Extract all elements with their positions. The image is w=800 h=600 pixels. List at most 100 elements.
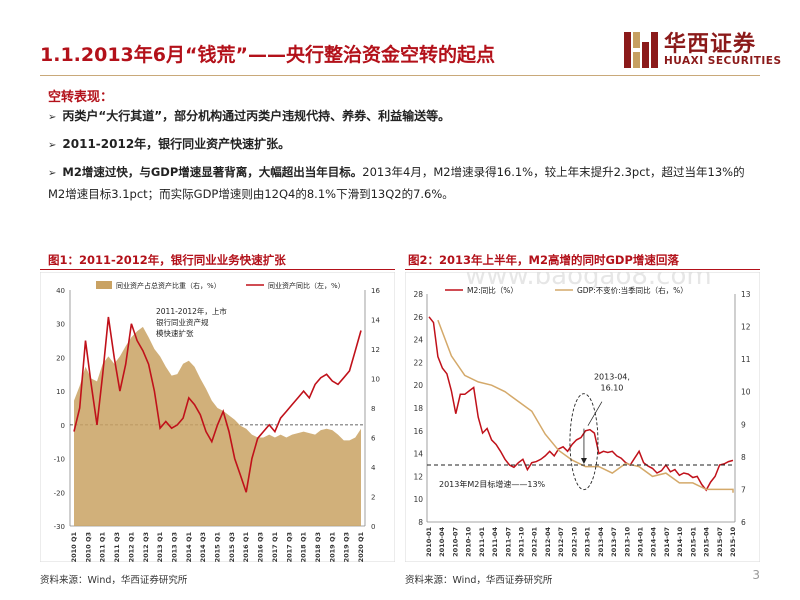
y-left-tick-label: 10 [56,388,65,396]
y-left-tick-label: 8 [418,518,423,527]
watermark-text: www.baogao8.com [465,272,712,291]
peak-annotation: 2013-04, 16.10 [594,373,630,393]
x-tick-label: 2018 Q3 [314,532,322,562]
x-tick-label: 2011 Q1 [99,532,107,562]
y-left-tick-label: 18 [413,404,423,413]
x-tick-label: 2015-04 [703,527,711,557]
y-left-tick-label: 16 [413,427,423,436]
chart1-title-rule [40,269,395,270]
x-tick-label: 2011-07 [504,527,512,557]
highlight-ellipse [569,393,599,491]
bullet-strong-text: 丙类户“大行其道”，部分机构通过丙类户违规代持、养券、利益输送等。 [62,109,451,123]
y-left-tick-label: 0 [61,422,65,430]
y-right-tick-label: 2 [371,494,375,502]
legend-swatch-area [96,281,112,289]
chart2-title: 图2：2013年上半年，M2高增的同时GDP增速回落 [408,253,679,267]
y-left-tick-label: -20 [54,489,65,497]
y-right-tick-label: 0 [371,523,375,531]
y-right-tick-label: 12 [371,346,380,354]
huaxi-logo-icon [624,32,658,68]
bullet-strong-text: M2增速过快，与GDP增速显著背离，大幅超出当年目标。 [62,165,363,179]
y-right-tick-label: 7 [741,485,746,494]
x-tick-label: 2014-04 [650,527,658,557]
y-left-tick-label: 20 [56,354,65,362]
x-tick-label: 2013-04 [597,527,605,557]
x-tick-label: 2011-10 [518,527,526,557]
chart2-figure: www.baogao8.com 8 10 12 14 16 18 20 22 24 26 28 6 7 8 9… [405,272,760,562]
x-tick-label: 2013 Q1 [156,532,164,562]
section-label: 空转表现： [48,90,114,105]
x-tick-label: 2012-07 [557,527,565,557]
x-tick-label: 2010 Q1 [70,532,78,562]
y-right-tick-label: 8 [371,405,375,413]
y-left-tick-label: -30 [54,523,65,531]
y-right-tick-label: 9 [741,420,746,429]
x-tick-label: 2012-01 [531,527,539,557]
x-tick-label: 2011-04 [491,527,499,557]
y-right-tick-label: 16 [371,287,380,295]
y-left-tick-label: -10 [54,456,65,464]
y-left-tick-label: 14 [413,450,423,459]
bullet-strong-text: 2011-2012年，银行同业资产快速扩张。 [62,137,291,151]
y-right-tick-label: 6 [371,435,376,443]
x-tick-label: 2014-10 [676,527,684,557]
legend-label: GDP:不变价:当季同比（右，%） [577,285,688,295]
bullet-arrow-icon: ➢ [48,168,57,179]
series-line-gdp [437,319,734,493]
x-tick-label: 2013-07 [610,527,618,557]
series-line-m2 [428,316,734,492]
y-right-tick-label: 6 [741,518,746,527]
bullet-item: ➢ 丙类户“大行其道”，部分机构通过丙类户违规代持、养券、利益输送等。 [48,106,768,128]
chart1-figure: -30 -20 -10 0 10 20 30 40 0 2 4 6 8 10 12 14 16 2010 Q1 20… [40,272,395,562]
y-left-tick-label: 24 [413,336,423,345]
y-right-tick-label: 8 [741,453,746,462]
peak-arrow-head-icon [580,458,587,464]
x-tick-label: 2014-07 [663,527,671,557]
series-line-yoy [73,316,362,493]
bullet-body-text: 2013年4月，M2增速录得16.1%，较上年末提升2.3pct，超过当年13%… [48,165,745,201]
x-tick-label: 2012 Q3 [142,532,150,562]
x-tick-label: 2010 Q3 [84,532,92,562]
x-tick-label: 2010-10 [465,527,473,557]
y-left-tick-label: 12 [413,472,423,481]
y-right-tick-label: 12 [741,323,751,332]
x-tick-label: 2015-01 [689,527,697,557]
x-tick-label: 2015-10 [729,527,737,557]
chart2-title-rule [405,269,760,270]
x-tick-label: 2010-04 [438,527,446,557]
x-tick-label: 2018 Q1 [300,532,308,562]
annotation-leader [587,401,603,426]
x-tick-label: 2011 Q3 [113,532,121,562]
chart1-source: 资料来源：Wind，华西证券研究所 [40,575,188,586]
title-divider [40,75,760,76]
x-tick-label: 2012-10 [570,527,578,557]
bullet-item: ➢ 2011-2012年，银行同业资产快速扩张。 [48,134,768,156]
bullet-arrow-icon: ➢ [48,140,57,151]
logo-text-en: HUAXI SECURITIES [664,55,782,67]
y-left-tick-label: 26 [413,313,423,322]
y-left-tick-label: 28 [413,290,423,299]
legend-label: M2:同比（%） [467,285,518,295]
x-tick-label: 2013-10 [623,527,631,557]
chart2-frame [405,272,760,562]
x-tick-label: 2011-01 [478,527,486,557]
x-tick-label: 2014-01 [636,527,644,557]
logo-text-cn: 华西证券 [664,32,757,57]
x-tick-label: 2010-07 [451,527,459,557]
x-tick-label: 2013-01 [584,527,592,557]
x-tick-label: 2012 Q1 [127,532,135,562]
x-tick-label: 2015-07 [716,527,724,557]
x-tick-label: 2014 Q1 [185,532,193,562]
x-tick-label: 2017 Q3 [285,532,293,562]
y-left-tick-label: 30 [56,321,65,329]
m2-target-label: 2013年M2目标增速——13% [439,479,546,489]
x-tick-label: 2015 Q3 [228,532,236,562]
x-tick-label: 2017 Q1 [271,532,279,562]
x-tick-label: 2015 Q1 [214,532,222,562]
y-left-tick-label: 10 [413,495,423,504]
chart2-source: 资料来源：Wind，华西证券研究所 [405,575,553,586]
y-right-tick-label: 10 [741,388,751,397]
bullet-item: ➢ M2增速过快，与GDP增速显著背离，大幅超出当年目标。2013年4月，M2增速… [48,162,760,204]
x-tick-label: 2016 Q3 [257,532,265,562]
x-tick-label: 2019 Q1 [328,532,336,562]
